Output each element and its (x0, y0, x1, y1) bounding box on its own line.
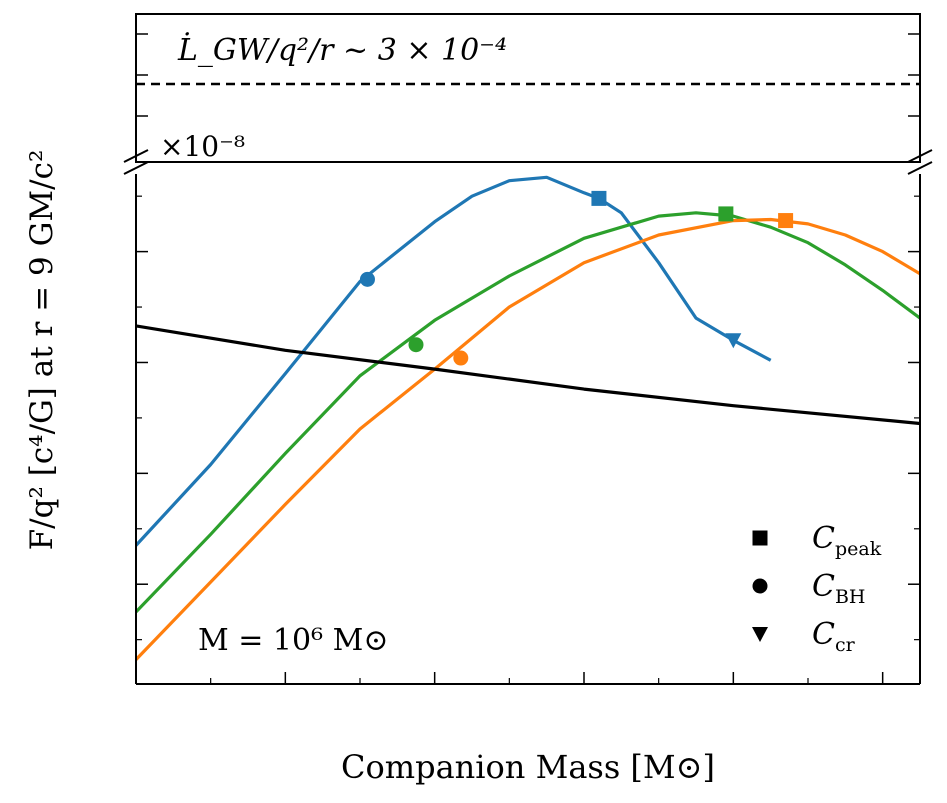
legend-marker-square (752, 530, 768, 546)
marker-triangle-sly (725, 333, 742, 349)
x-axis-label: Companion Mass [M⊙] (341, 748, 715, 786)
legend-marker-triangle (752, 627, 768, 642)
top-panel-frame (135, 13, 921, 163)
legend-label-sub: cr (835, 634, 856, 656)
legend-label-main: C (812, 569, 835, 604)
legend-label-main: C (812, 617, 835, 652)
legend-label-main: C (812, 521, 835, 556)
scale-note: ×10⁻⁸ (160, 130, 245, 163)
marker-square-sly (591, 190, 607, 206)
legend-label-sub: BH (835, 586, 866, 608)
series-line-ap3 (136, 211, 920, 614)
series-layer (136, 175, 920, 661)
marker-circle-ap3 (408, 337, 424, 353)
top-panel: L̇_GW/q²/r ~ 3 × 10⁻⁴ (135, 13, 921, 163)
series-line-sly (136, 175, 772, 547)
marker-circle-sly (359, 271, 375, 287)
series-line-mpa1 (136, 217, 920, 661)
series-line-bh (136, 324, 920, 426)
marker-circle-mpa1 (453, 350, 469, 366)
legend-label-cr: Ccr (812, 617, 856, 656)
top-panel-ticks (136, 33, 920, 117)
legend-label-sub: peak (835, 538, 882, 560)
mass-annotation: M = 10⁶ M⊙ (198, 623, 389, 658)
marker-square-ap3 (718, 206, 734, 222)
top-panel-annotation: L̇_GW/q²/r ~ 3 × 10⁻⁴ (177, 33, 507, 68)
legend-label-BH: CBH (812, 569, 866, 608)
marker-layer (359, 190, 794, 366)
marker-square-mpa1 (778, 213, 794, 229)
legend-marker-circle (752, 578, 768, 594)
legend-label-peak: Cpeak (812, 521, 882, 560)
y-axis-label: F/q² [c⁴/G] at r = 9 GM/c² (24, 150, 60, 551)
tick-layer (135, 195, 920, 684)
axis-break-marks (123, 149, 933, 175)
